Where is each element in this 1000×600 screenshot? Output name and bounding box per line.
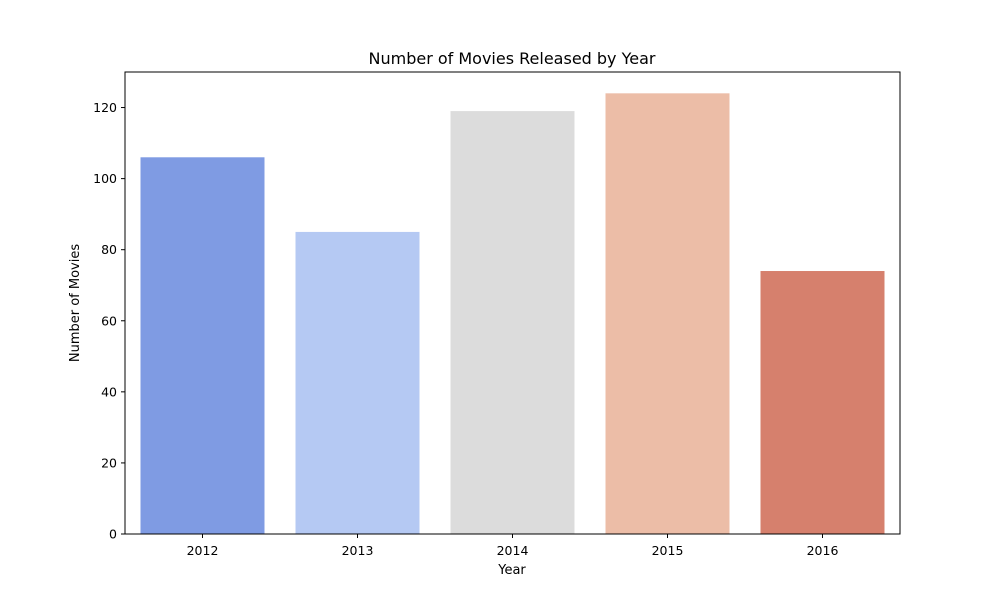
y-tick-label: 0: [109, 527, 117, 542]
bar-2012: [140, 157, 265, 535]
bar-2014: [450, 111, 575, 534]
y-tick-label: 80: [101, 242, 117, 257]
x-tick-label: 2016: [807, 543, 839, 558]
bar-2013: [295, 231, 420, 534]
y-tick-label: 60: [101, 313, 117, 328]
plot-frame: [124, 71, 901, 535]
bar-2016: [760, 271, 885, 534]
x-axis-ticks: 2012 2013 2014 2015 2016: [187, 534, 839, 558]
y-tick-label: 100: [93, 171, 117, 186]
y-axis-ticks: 0 20 40 60 80 100 120: [93, 100, 125, 542]
x-tick-label: 2014: [497, 543, 529, 558]
bars-group: [140, 93, 885, 535]
x-tick-label: 2013: [342, 543, 374, 558]
y-axis-label: Number of Movies: [68, 244, 83, 362]
y-tick-label: 20: [101, 455, 117, 470]
x-axis-label: Year: [497, 563, 526, 578]
x-tick-label: 2012: [187, 543, 219, 558]
chart-title: Number of Movies Released by Year: [369, 49, 656, 68]
bar-2015: [605, 93, 730, 535]
x-tick-label: 2015: [652, 543, 684, 558]
y-tick-label: 120: [93, 100, 117, 115]
y-tick-label: 40: [101, 384, 117, 399]
